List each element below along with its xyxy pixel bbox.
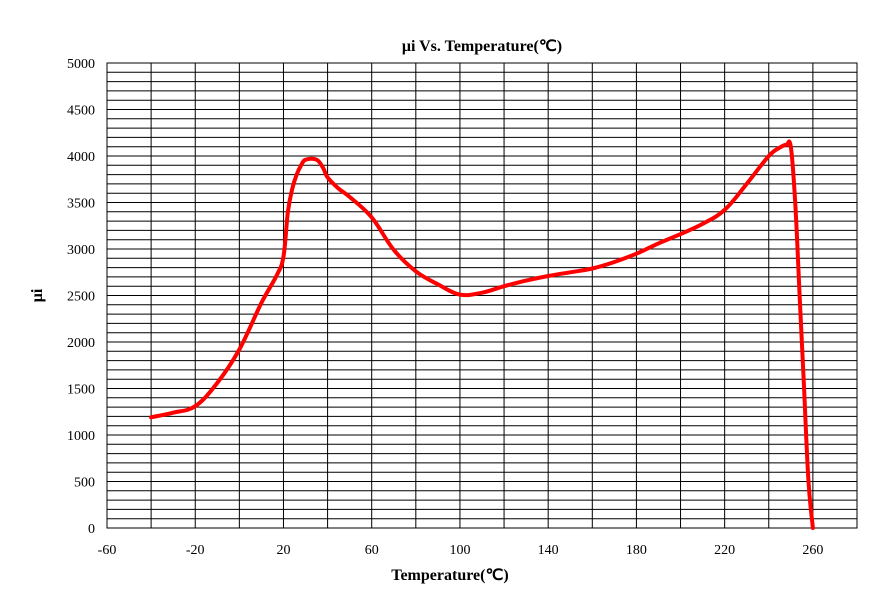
x-tick-label: 260 <box>802 543 823 558</box>
y-tick-label: 500 <box>74 476 95 491</box>
x-tick-label: 180 <box>626 543 647 558</box>
grid <box>107 63 857 528</box>
y-tick-label: 4000 <box>67 150 95 165</box>
x-tick-label: 20 <box>276 543 290 558</box>
chart-title: μi Vs. Temperature(℃) <box>402 38 562 55</box>
y-tick-label: 1500 <box>67 383 95 398</box>
x-tick-label: -20 <box>186 543 205 558</box>
y-tick-label: 4500 <box>67 104 95 119</box>
y-tick-label: 1000 <box>67 429 95 444</box>
x-tick-label: 140 <box>538 543 559 558</box>
series-layer <box>149 139 815 530</box>
y-tick-label: 5000 <box>67 57 95 72</box>
plot-area <box>106 62 858 529</box>
y-axis: 0 500 1000 1500 2000 2500 3000 3500 4000 4500 5000 <box>67 57 95 537</box>
y-axis-title: μi <box>29 288 46 302</box>
x-tick-label: -60 <box>98 543 117 558</box>
y-tick-label: 3500 <box>67 197 95 212</box>
y-tick-label: 2500 <box>67 290 95 305</box>
y-tick-label: 2000 <box>67 336 95 351</box>
x-tick-label: 100 <box>449 543 470 558</box>
x-axis: -60 -20 20 60 100 140 180 220 260 <box>98 543 824 558</box>
x-tick-label: 220 <box>714 543 735 558</box>
series-line <box>149 139 815 530</box>
x-tick-label: 60 <box>365 543 379 558</box>
y-tick-label: 3000 <box>67 243 95 258</box>
y-tick-label: 0 <box>88 522 95 537</box>
x-axis-title: Temperature(℃) <box>391 567 509 584</box>
